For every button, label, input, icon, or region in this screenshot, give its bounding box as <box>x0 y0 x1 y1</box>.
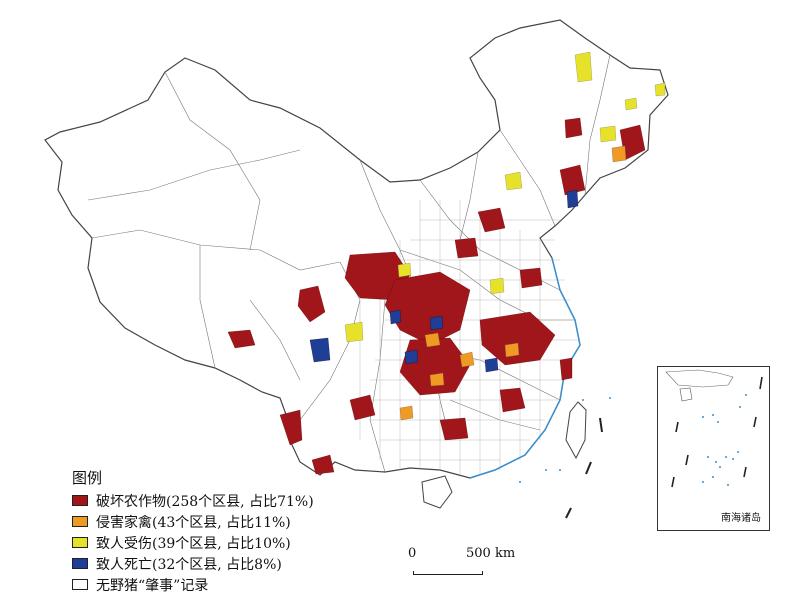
region-crop-damage <box>227 117 646 475</box>
hainan-island <box>421 475 453 509</box>
legend-swatch <box>72 495 88 506</box>
legend-swatch <box>72 558 88 569</box>
legend-label: 致人死亡(32个区县, 占比8%) <box>96 556 282 573</box>
inset-map <box>665 369 763 488</box>
legend-title: 图例 <box>72 469 103 487</box>
region-poultry <box>399 145 627 421</box>
taiwan-island <box>565 401 587 460</box>
legend-swatch <box>72 579 88 590</box>
legend-item: 致人死亡(32个区县, 占比8%) <box>72 553 392 574</box>
scale-line <box>413 571 483 575</box>
map-legend: 图例 破坏农作物(258个区县, 占比71%) 侵害家禽(43个区县, 占比11%… <box>72 468 392 595</box>
scale-length-label: 500 km <box>466 546 516 561</box>
legend-item: 无野猪“肇事”记录 <box>72 574 392 595</box>
legend-label: 侵害家禽(43个区县, 占比11%) <box>96 514 291 531</box>
legend-label: 无野猪“肇事”记录 <box>96 577 209 594</box>
legend-label: 破坏农作物(258个区县, 占比71%) <box>96 493 314 510</box>
sea-boundary-dashes <box>565 417 603 519</box>
coastline <box>469 257 581 479</box>
legend-swatch <box>72 516 88 527</box>
legend-swatch <box>72 537 88 548</box>
legend-label: 致人受伤(39个区县, 占比10%) <box>96 535 291 552</box>
region-injury <box>344 51 666 343</box>
legend-items: 破坏农作物(258个区县, 占比71%) 侵害家禽(43个区县, 占比11%) 致人… <box>72 490 392 595</box>
region-death <box>309 189 579 373</box>
legend-item: 破坏农作物(258个区县, 占比71%) <box>72 490 392 511</box>
sea-islands <box>519 397 611 483</box>
south-china-sea-inset: 南海诸岛 <box>657 366 770 531</box>
legend-item: 致人受伤(39个区县, 占比10%) <box>72 532 392 553</box>
inset-label: 南海诸岛 <box>721 513 761 524</box>
legend-item: 侵害家禽(43个区县, 占比11%) <box>72 511 392 532</box>
scale-zero-label: 0 <box>408 546 417 561</box>
scale-bar: 0 500 km <box>408 546 528 576</box>
